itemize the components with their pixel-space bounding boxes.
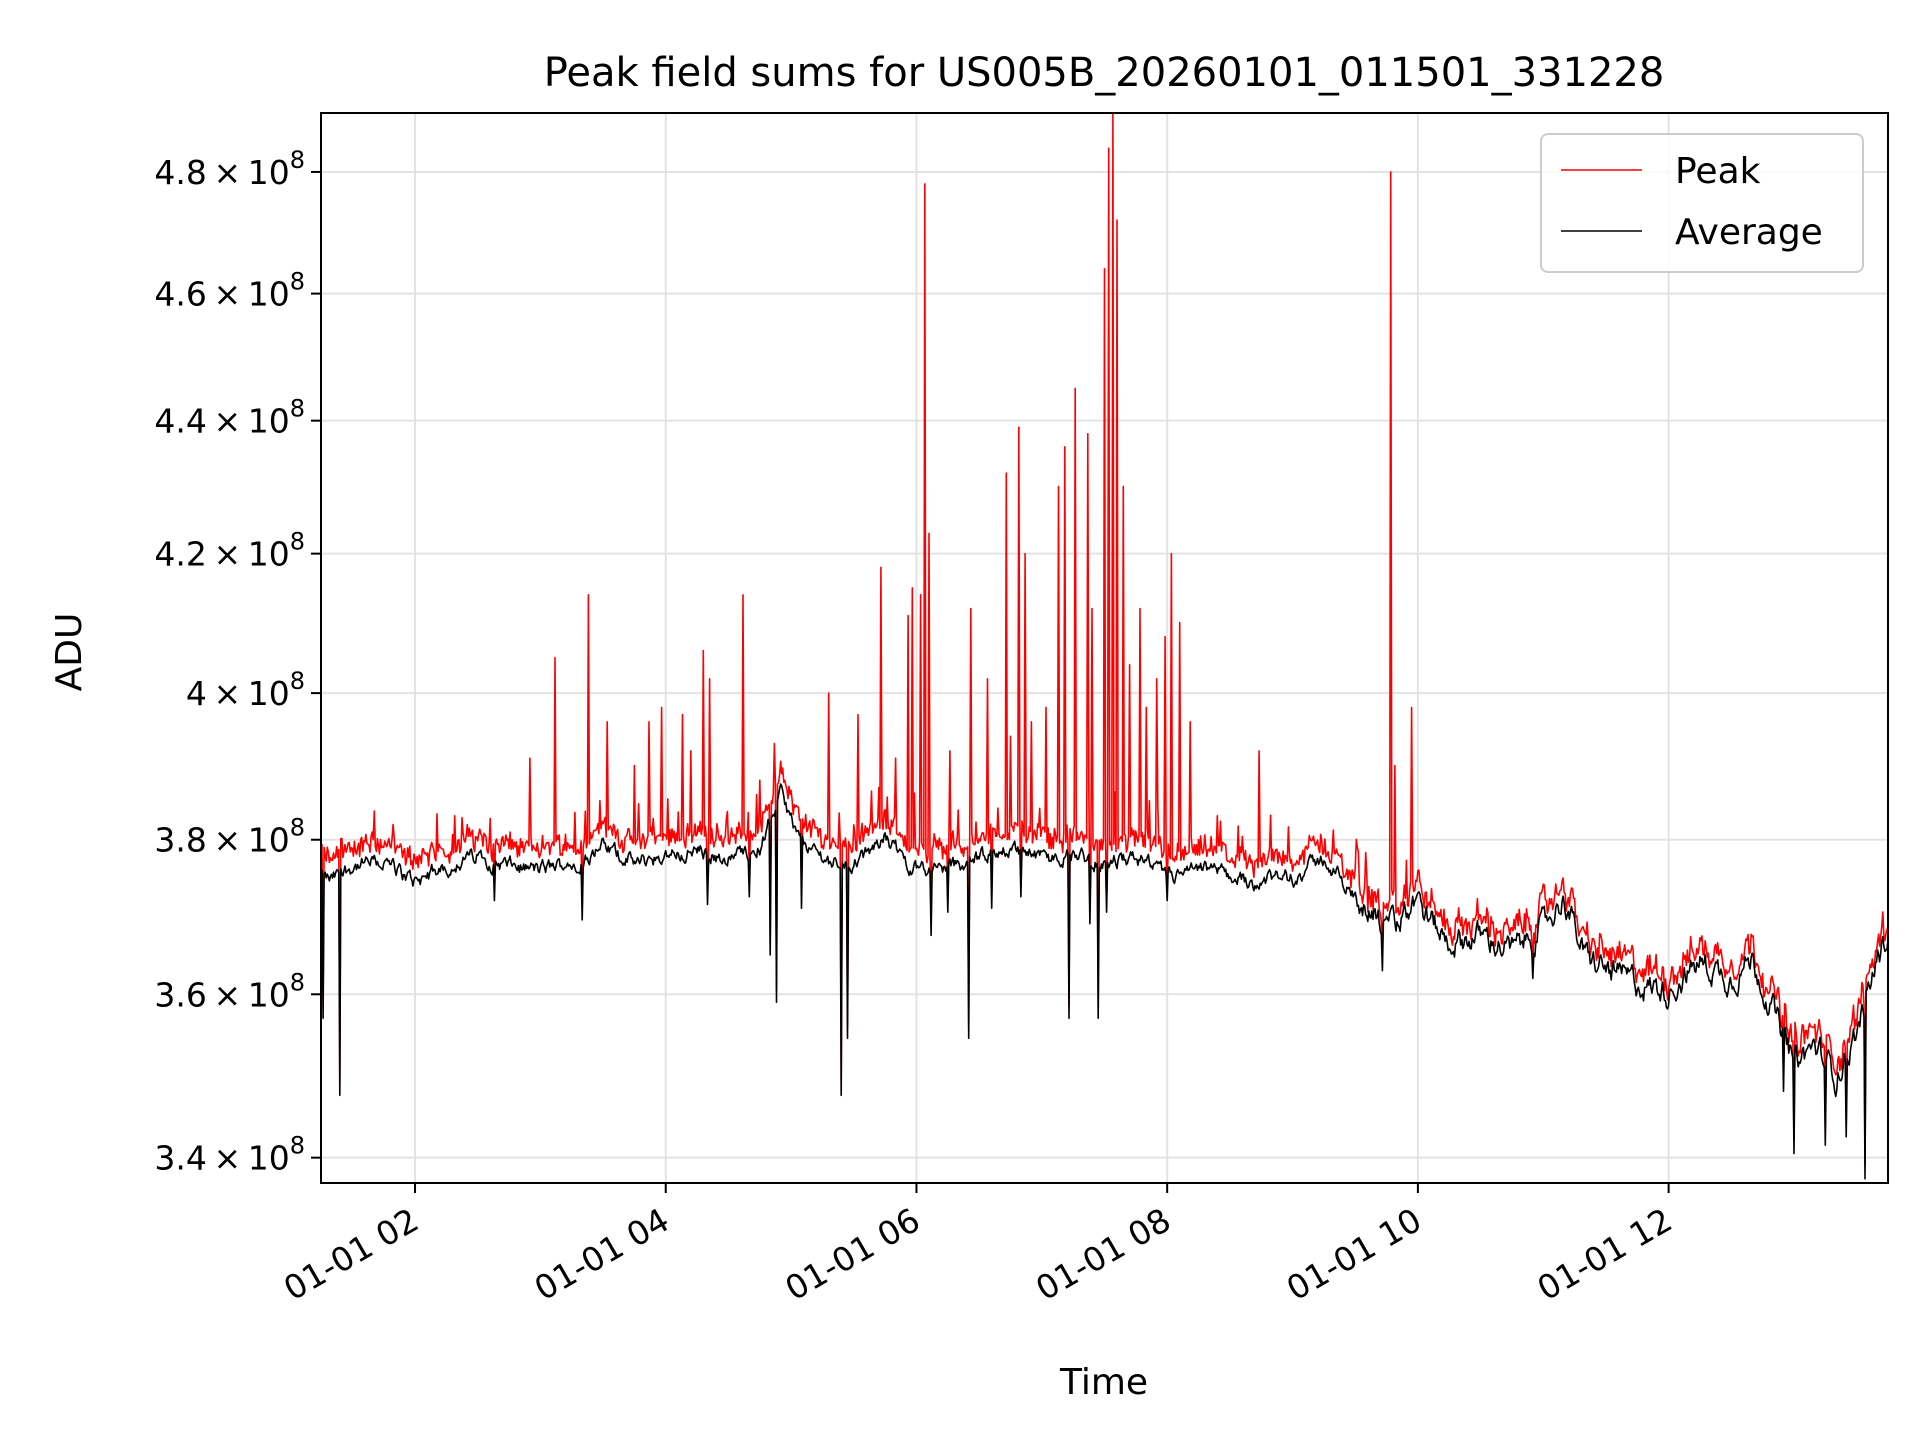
series-layer — [321, 113, 1888, 1180]
plot-frame — [320, 112, 1889, 1184]
y-tick-label: 4.6 × 108 — [154, 268, 305, 314]
y-tick-label: 3.6 × 108 — [154, 968, 305, 1014]
y-tick-label: 3.8 × 108 — [154, 814, 305, 860]
series-line-average — [321, 783, 1888, 1180]
y-tick-label: 4 × 108 — [186, 667, 305, 713]
legend: Peak Average — [1540, 133, 1864, 273]
y-tick-label: 4.4 × 108 — [154, 395, 305, 441]
y-tick-label: 3.4 × 108 — [154, 1132, 305, 1178]
y-tick-label: 4.2 × 108 — [154, 528, 305, 574]
legend-peak-label: Peak — [1675, 151, 1761, 192]
legend-average-label: Average — [1675, 212, 1823, 253]
y-axis-label: ADU — [49, 613, 90, 692]
chart-title: Peak field sums for US005B_20260101_0115… — [544, 50, 1665, 96]
x-axis-label: Time — [1059, 1362, 1148, 1403]
legend-frame — [1540, 133, 1864, 273]
y-tick-label: 4.8 × 108 — [154, 146, 305, 192]
